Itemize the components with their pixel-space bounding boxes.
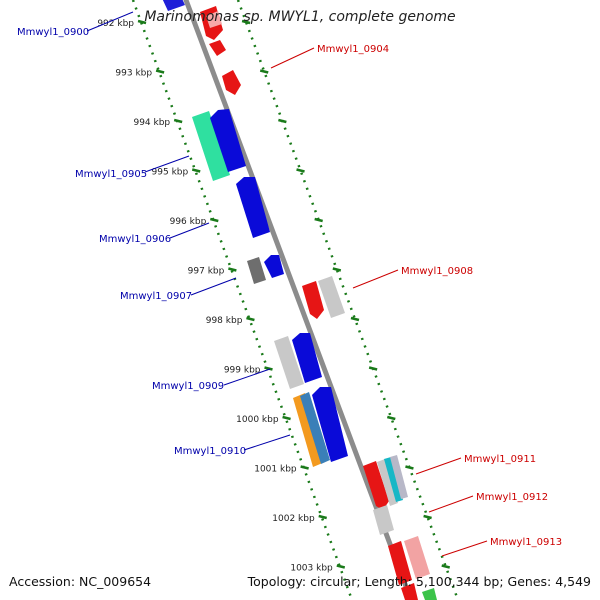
ruler-tick (296, 168, 305, 173)
ruler-tick (441, 564, 451, 569)
ruler-tick (209, 217, 219, 223)
gene-feature-0913-b[interactable] (404, 536, 430, 579)
ruler-tick (332, 267, 342, 272)
ruler-tick (386, 415, 396, 421)
tick-label: 993 kbp (115, 69, 152, 79)
leader-0900 (86, 11, 134, 32)
ruler-tick (264, 366, 273, 371)
gene-labels: Mmwyl1_0900 Mmwyl1_0904 Mmwyl1_0905 Mmwy… (17, 27, 562, 548)
gene-feature-0908-a[interactable] (302, 281, 324, 319)
tick-label: 1002 kbp (272, 514, 315, 524)
tick-label: 998 kbp (206, 316, 243, 326)
gene-feature-0904-c[interactable] (209, 40, 226, 56)
gene-feature-0900[interactable] (161, 0, 185, 11)
gene-label[interactable]: Mmwyl1_0906 (99, 234, 171, 245)
leader-0910 (243, 434, 291, 451)
ruler-tick (228, 267, 237, 272)
ruler-tick (246, 316, 255, 322)
ruler-tick (282, 415, 291, 421)
gene-label[interactable]: Mmwyl1_0911 (464, 454, 536, 465)
gene-feature-0905-a[interactable] (192, 111, 230, 181)
leader-0904 (270, 47, 315, 69)
gene-feature-0909-b[interactable] (292, 333, 322, 383)
leader-0908 (352, 269, 399, 289)
ruler-tick (191, 168, 201, 173)
tick-label: 1001 kbp (254, 465, 297, 475)
gene-label[interactable]: Mmwyl1_0905 (75, 169, 147, 180)
ruler-tick (241, 19, 251, 25)
gene-feature-0908-b[interactable] (318, 276, 345, 318)
gene-feature-0910-c[interactable] (312, 387, 348, 462)
gene-label[interactable]: Mmwyl1_0908 (401, 266, 473, 277)
forward-strand-features (200, 6, 437, 600)
ruler-tick (173, 118, 183, 124)
gene-feature-0913-d[interactable] (422, 588, 437, 600)
gene-label[interactable]: Mmwyl1_0912 (476, 492, 548, 503)
gene-label[interactable]: Mmwyl1_0913 (490, 537, 562, 548)
ruler-tick (137, 19, 147, 25)
gene-feature-0904-b[interactable] (206, 11, 222, 28)
gene-feature-0905-b[interactable] (210, 109, 246, 172)
ruler-tick (300, 465, 309, 470)
gene-label[interactable]: Mmwyl1_0900 (17, 27, 89, 38)
ruler-tick (423, 514, 432, 520)
gene-label[interactable]: Mmwyl1_0904 (317, 44, 389, 55)
leader-0907 (190, 277, 237, 296)
ruler-tick (278, 118, 287, 124)
gene-feature-0911-c[interactable] (384, 457, 403, 502)
leader-0912 (428, 495, 474, 513)
ruler-tick (350, 316, 360, 322)
ruler-tick (405, 465, 414, 470)
leader-0913 (441, 540, 488, 557)
tick-label: 997 kbp (188, 267, 225, 277)
tick-marks: 992 kbp 993 kbp 994 kbp 995 kbp 996 kbp 997 k… (97, 19, 451, 574)
leader-0906 (169, 222, 210, 239)
gene-feature-0904-d[interactable] (222, 70, 241, 95)
ruler-tick (259, 69, 269, 74)
leader-0911 (415, 457, 462, 475)
reverse-strand-features (161, 0, 348, 467)
ruler-tick (318, 514, 328, 520)
ruler-tick (336, 564, 346, 569)
ruler-tick (368, 366, 378, 371)
gene-label[interactable]: Mmwyl1_0909 (152, 381, 224, 392)
gene-feature-0911-b[interactable] (377, 459, 398, 506)
gene-feature-0913-a[interactable] (388, 541, 412, 585)
gene-label[interactable]: Mmwyl1_0910 (174, 446, 246, 457)
gene-feature-0911-d[interactable] (390, 455, 408, 499)
gene-feature-0906[interactable] (236, 177, 270, 238)
tick-label: 1000 kbp (236, 415, 279, 425)
gene-feature-0907-a[interactable] (247, 257, 266, 284)
gene-feature-0911-a[interactable] (363, 461, 389, 510)
gene-feature-0909-a[interactable] (274, 336, 304, 389)
tick-label: 1003 kbp (290, 564, 333, 574)
label-leader-lines (86, 11, 488, 557)
gene-feature-0910-b[interactable] (300, 392, 330, 464)
genome-backbone (183, 0, 414, 600)
tick-label: 992 kbp (97, 19, 134, 29)
gene-label[interactable]: Mmwyl1_0907 (120, 291, 192, 302)
gene-feature-0913-c[interactable] (401, 583, 418, 600)
leader-0905 (144, 155, 190, 173)
tick-label: 996 kbp (170, 217, 207, 227)
ruler-tick (314, 217, 323, 223)
gene-feature-0907-b[interactable] (264, 255, 284, 278)
tick-label: 995 kbp (152, 168, 189, 178)
tick-label: 994 kbp (133, 118, 170, 128)
ruler-tick (155, 69, 165, 74)
tick-label: 999 kbp (224, 366, 261, 376)
ruler-right (236, 0, 460, 600)
gene-feature-0912[interactable] (373, 505, 394, 535)
leader-0909 (223, 368, 271, 386)
accession-text: Accession: NC_009654 (9, 574, 152, 589)
map-title: Marinomonas sp. MWYL1, complete genome (144, 9, 456, 25)
genome-summary-text: Topology: circular; Length: 5,100,344 bp… (247, 574, 591, 589)
